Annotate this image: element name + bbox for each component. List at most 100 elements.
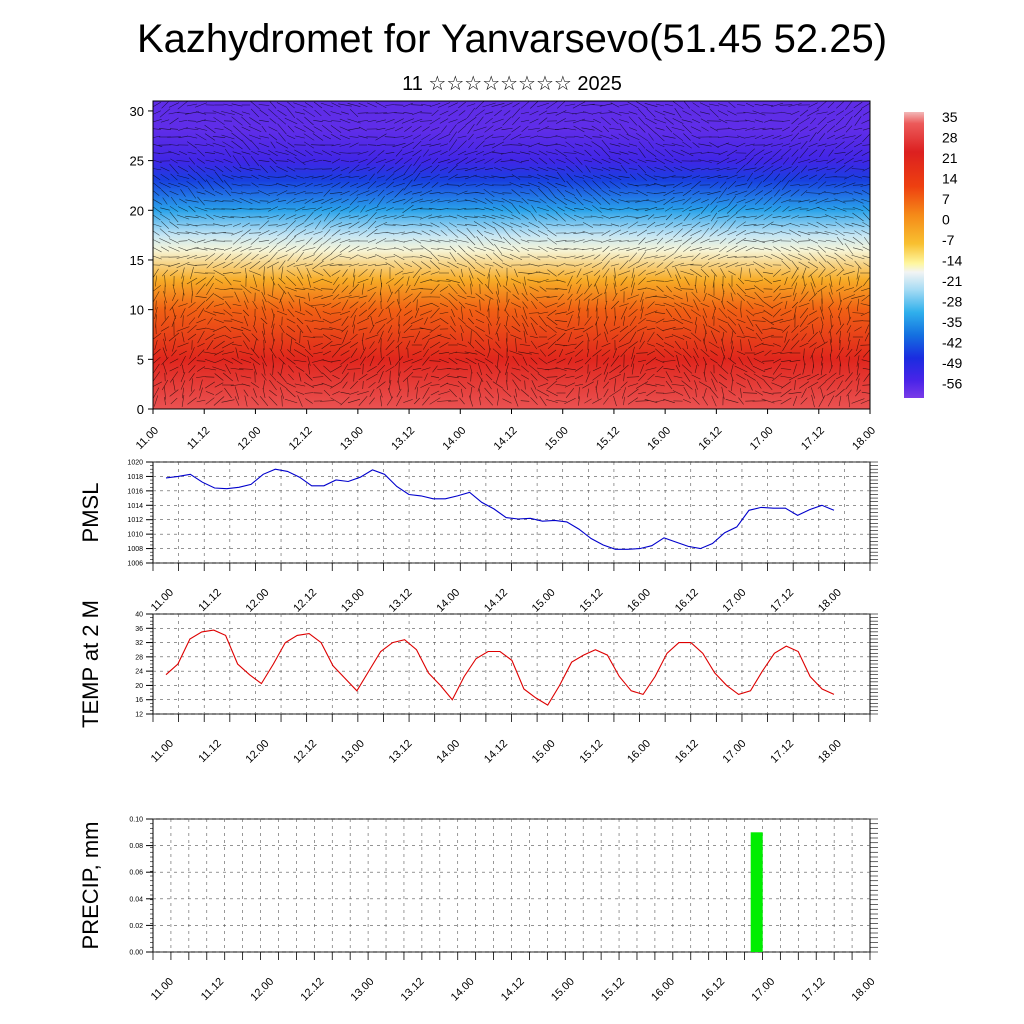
- wind-vector: [655, 399, 665, 403]
- wind-vector: [349, 136, 359, 138]
- wind-vector: [807, 238, 819, 244]
- wind-vector: [180, 189, 186, 197]
- wind-vector: [385, 278, 395, 284]
- wind-vector: [583, 180, 593, 190]
- wind-vector: [537, 311, 549, 315]
- wind-vector: [779, 104, 793, 106]
- wind-vector: [398, 315, 400, 327]
- wind-vector: [214, 200, 224, 202]
- wind-vector: [600, 116, 612, 126]
- wind-vector: [304, 116, 314, 126]
- wind-vector: [430, 252, 440, 262]
- wind-vector: [664, 231, 674, 235]
- wind-vector: [243, 291, 249, 303]
- wind-vector: [457, 343, 467, 347]
- wind-vector: [728, 270, 736, 276]
- wind-vector: [573, 180, 585, 190]
- wind-vector: [728, 220, 736, 230]
- wind-vector: [347, 103, 361, 107]
- wind-vector: [815, 231, 829, 235]
- wind-vector: [178, 120, 188, 122]
- wind-vector: [555, 143, 567, 147]
- wind-vector: [178, 303, 188, 307]
- wind-vector: [190, 266, 194, 280]
- wind-vector: [395, 157, 403, 165]
- wind-vector: [610, 355, 620, 367]
- wind-vector: [429, 229, 441, 237]
- wind-vector: [312, 383, 324, 387]
- wind-vector: [539, 325, 547, 333]
- wind-vector: [233, 262, 241, 268]
- wind-vector: [194, 247, 208, 251]
- wind-vector: [680, 302, 694, 308]
- wind-vector: [512, 116, 520, 126]
- wind-vector: [848, 306, 850, 320]
- wind-vector: [519, 344, 531, 346]
- wind-vector: [495, 269, 501, 277]
- wind-vector: [545, 264, 559, 266]
- wind-vector: [222, 141, 234, 149]
- wind-vector: [486, 316, 492, 326]
- wind-vector: [303, 382, 315, 388]
- wind-vector: [263, 266, 265, 280]
- wind-vector: [330, 125, 342, 133]
- wind-vector: [797, 230, 811, 236]
- wind-vector: [223, 288, 233, 290]
- wind-vector: [205, 292, 215, 302]
- wind-vector: [603, 372, 609, 382]
- wind-vector: [799, 247, 809, 251]
- wind-vector: [736, 104, 746, 106]
- heatmap-ytick-label: 25: [130, 154, 144, 169]
- wind-vector: [637, 223, 647, 227]
- wind-vector: [259, 254, 269, 260]
- wind-vector: [169, 144, 179, 146]
- wind-vector: [374, 263, 388, 267]
- wind-vector: [493, 126, 503, 132]
- wind-vector: [475, 140, 485, 150]
- wind-vector: [631, 346, 635, 360]
- wind-vector: [656, 246, 664, 252]
- wind-vector: [558, 293, 564, 301]
- wind-vector: [361, 283, 365, 295]
- wind-vector: [375, 254, 387, 260]
- wind-vector: [430, 222, 440, 228]
- wind-vector: [852, 198, 864, 204]
- wind-vector: [772, 308, 782, 318]
- wind-vector: [619, 240, 629, 242]
- wind-vector: [728, 101, 736, 109]
- wind-vector: [491, 239, 505, 243]
- wind-vector: [745, 148, 755, 158]
- wind-vector: [403, 365, 413, 373]
- wind-vector: [278, 277, 286, 285]
- wind-vector: [797, 117, 811, 125]
- wind-vector: [213, 223, 225, 227]
- wind-vector: [737, 293, 745, 301]
- wind-vector: [599, 134, 613, 140]
- wind-vector: [690, 230, 702, 236]
- wind-vector: [411, 183, 423, 187]
- wind-vector: [195, 102, 207, 108]
- wind-vector: [214, 288, 224, 290]
- wind-vector: [860, 303, 870, 306]
- wind-vector: [528, 127, 540, 131]
- wind-vector: [628, 151, 638, 155]
- wind-vector: [844, 263, 854, 267]
- wind-vector: [476, 135, 484, 139]
- wind-vector: [269, 389, 277, 397]
- wind-vector: [367, 220, 377, 230]
- wind-vector: [280, 266, 284, 280]
- wind-vector: [734, 246, 748, 252]
- wind-vector: [639, 340, 645, 350]
- wind-vector: [213, 180, 225, 190]
- wind-vector: [829, 308, 833, 318]
- wind-vector: [819, 149, 825, 157]
- wind-vector: [153, 332, 162, 340]
- wind-vector: [791, 149, 799, 157]
- wind-vector: [548, 158, 556, 164]
- wind-vector: [556, 262, 566, 268]
- wind-vector: [846, 389, 852, 397]
- wind-vector: [392, 224, 406, 226]
- wind-vector: [162, 347, 168, 359]
- wind-vector: [352, 274, 356, 288]
- wind-vector: [248, 247, 262, 251]
